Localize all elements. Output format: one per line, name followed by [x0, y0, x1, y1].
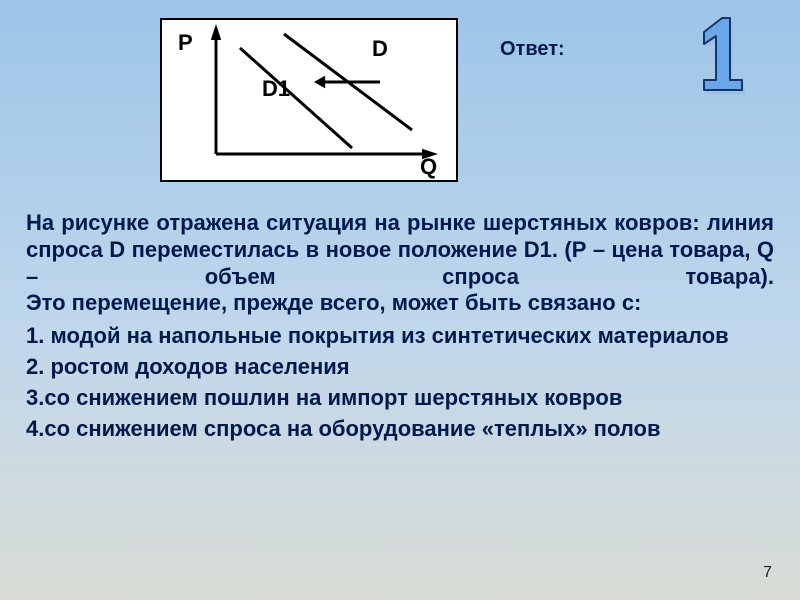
slide-text: На рисунке отражена ситуация на рынке ше…: [26, 210, 774, 447]
option-4: 4.со снижением спроса на оборудование «т…: [26, 416, 774, 443]
page-number: 7: [763, 564, 772, 582]
svg-text:Q: Q: [420, 154, 437, 179]
question-text: На рисунке отражена ситуация на рынке ше…: [26, 210, 774, 317]
answer-number-graphic: [680, 10, 770, 100]
option-1: 1. модой на напольные покрытия из синтет…: [26, 323, 774, 350]
option-2: 2. ростом доходов населения: [26, 354, 774, 381]
svg-text:D1: D1: [262, 76, 290, 101]
svg-text:P: P: [178, 30, 193, 55]
question-last: Это перемещение, прежде всего, может быт…: [26, 290, 774, 317]
demand-chart: P Q D D1: [160, 18, 458, 182]
answer-label: Ответ:: [500, 38, 565, 61]
option-3: 3.со снижением пошлин на импорт шерстяны…: [26, 385, 774, 412]
svg-text:D: D: [372, 36, 388, 61]
question-main: На рисунке отражена ситуация на рынке ше…: [26, 210, 774, 289]
